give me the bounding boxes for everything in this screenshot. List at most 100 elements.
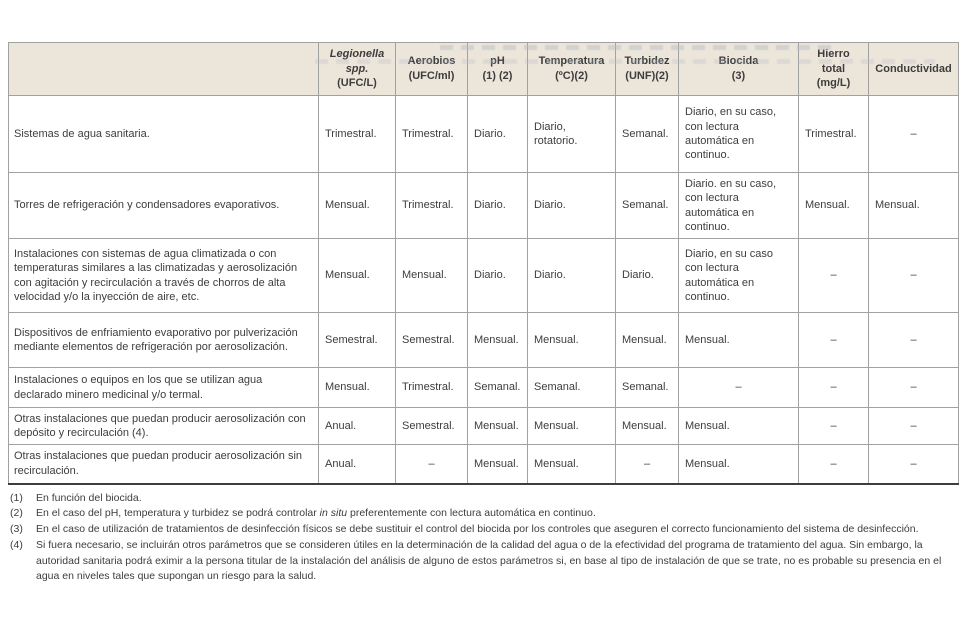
- column-header-line: (UFC/L): [337, 77, 377, 90]
- table-row: Instalaciones o equipos en los que se ut…: [8, 367, 959, 408]
- frequency-cell: –: [868, 407, 959, 445]
- sampling-frequency-table: Legionella spp. (UFC/L) Aerobios (UFC/ml) pH (…: [8, 42, 959, 485]
- frequency-cell: Semanal.: [527, 367, 616, 408]
- row-label-cell: Instalaciones o equipos en los que se ut…: [8, 367, 319, 408]
- footnotes-section: (1) En función del biocida. (2) En el caso …: [10, 491, 956, 586]
- frequency-cell: –: [798, 407, 869, 445]
- frequency-cell: Semanal.: [615, 95, 679, 173]
- column-header: Legionella spp. (UFC/L): [318, 42, 396, 96]
- frequency-cell: Mensual.: [318, 172, 396, 239]
- frequency-cell: Mensual.: [467, 407, 528, 445]
- frequency-cell: Mensual.: [527, 312, 616, 368]
- frequency-cell: –: [678, 367, 799, 408]
- frequency-cell: Semanal.: [467, 367, 528, 408]
- frequency-cell: Mensual.: [868, 172, 959, 239]
- row-label-cell: Dispositivos de enfriamiento evaporativo…: [8, 312, 319, 368]
- footnote-text-part: En el caso del pH, temperatura y turbide…: [36, 507, 320, 520]
- column-header-line: Temperatura: [538, 55, 605, 68]
- frequency-cell: Trimestral.: [395, 172, 468, 239]
- table-row: Otras instalaciones que puedan producir …: [8, 444, 959, 484]
- footnote-text: En el caso de utilización de tratamiento…: [36, 522, 956, 538]
- frequency-cell: –: [798, 444, 869, 484]
- column-header-line: pH: [490, 55, 505, 68]
- column-header-line: Hierro: [817, 47, 850, 60]
- frequency-cell: Mensual.: [318, 238, 396, 313]
- footnote-text-part: preferentemente con lectura automática e…: [347, 507, 596, 520]
- column-header-line: (3): [731, 70, 746, 82]
- footnote-marker: (3): [10, 523, 23, 535]
- frequency-cell: Semanal.: [615, 367, 679, 408]
- table-row: Dispositivos de enfriamiento evaporativo…: [8, 312, 959, 368]
- row-label-cell: Otras instalaciones que puedan producir …: [8, 407, 319, 445]
- footnote-text-part: in situ: [319, 507, 348, 520]
- frequency-cell: –: [798, 367, 869, 408]
- footnote-text: Si fuera necesario, se incluirán otros p…: [36, 538, 956, 585]
- cropped-text-remnant: [315, 59, 935, 64]
- footnote: (1) En función del biocida.: [10, 491, 956, 507]
- frequency-cell: Anual.: [318, 407, 396, 445]
- frequency-cell: Mensual.: [615, 407, 679, 445]
- footnote-text-part: En función del biocida.: [36, 491, 142, 504]
- column-header-line: Turbidez: [624, 55, 670, 68]
- footnote: (3) En el caso de utilización de tratamie…: [10, 522, 956, 538]
- frequency-cell: Diario.: [615, 238, 679, 313]
- column-header-line: (UNF)(2): [625, 70, 669, 82]
- footnote-text-part: Si fuera necesario, se incluirán otros p…: [36, 538, 942, 583]
- frequency-cell: Diario.: [527, 172, 616, 239]
- frequency-cell: Trimestral.: [318, 95, 396, 173]
- table-row: Instalaciones con sistemas de agua clima…: [8, 238, 959, 313]
- column-header: Conductividad: [868, 42, 959, 96]
- column-header-line: Biocida: [718, 55, 759, 68]
- row-label-column-header: [8, 42, 319, 96]
- footnote-marker: (4): [10, 538, 23, 551]
- frequency-cell: –: [868, 312, 959, 368]
- frequency-cell: –: [798, 238, 869, 313]
- table-body: Sistemas de agua sanitaria. Trimestral. Tr…: [8, 95, 959, 484]
- frequency-cell: Semanal.: [615, 172, 679, 239]
- column-header-line: (ºC)(2): [555, 70, 588, 82]
- column-header: Turbidez (UNF)(2): [615, 42, 679, 96]
- frequency-cell: Diario.: [467, 95, 528, 173]
- frequency-cell: Anual.: [318, 444, 396, 484]
- frequency-cell: Mensual.: [527, 444, 616, 484]
- column-header-line: (UFC/ml): [408, 70, 455, 82]
- column-header: Temperatura (ºC)(2): [527, 42, 616, 96]
- frequency-cell: Mensual.: [318, 367, 396, 408]
- footnote-text: En función del biocida.: [36, 491, 956, 507]
- column-header-line: Legionella: [329, 47, 385, 60]
- row-label-cell: Otras instalaciones que puedan producir …: [8, 444, 319, 484]
- row-label-cell: Torres de refrigeración y condensadores …: [8, 172, 319, 239]
- column-header-line: total: [821, 62, 846, 75]
- frequency-cell: Trimestral.: [395, 367, 468, 408]
- frequency-cell: Diario, en su caso con lectura automátic…: [678, 238, 799, 313]
- frequency-cell: Mensual.: [678, 312, 799, 368]
- table-header: Legionella spp. (UFC/L) Aerobios (UFC/ml) pH (…: [8, 42, 959, 96]
- frequency-cell: Mensual.: [615, 312, 679, 368]
- column-header: pH (1) (2): [467, 42, 528, 96]
- frequency-cell: Trimestral.: [395, 95, 468, 173]
- frequency-cell: Diario, en su caso, con lectura automáti…: [678, 95, 799, 173]
- frequency-cell: –: [868, 444, 959, 484]
- frequency-cell: Mensual.: [467, 312, 528, 368]
- column-header: Hierro total (mg/L): [798, 42, 869, 96]
- footnote-text-part: En el caso de utilización de tratamiento…: [36, 523, 919, 535]
- frequency-cell: –: [868, 95, 959, 173]
- frequency-cell: Diario.: [467, 172, 528, 239]
- frequency-cell: Trimestral.: [798, 95, 869, 173]
- frequency-cell: Mensual.: [678, 444, 799, 484]
- row-label-cell: Sistemas de agua sanitaria.: [8, 95, 319, 173]
- table-row: Sistemas de agua sanitaria. Trimestral. Tr…: [8, 95, 959, 173]
- table-row: Torres de refrigeración y condensadores …: [8, 172, 959, 239]
- frequency-cell: Semestral.: [395, 407, 468, 445]
- frequency-cell: Semestral.: [318, 312, 396, 368]
- footnote: (2) En el caso del pH, temperatura y turb…: [10, 506, 956, 522]
- frequency-cell: –: [868, 367, 959, 408]
- frequency-cell: –: [615, 444, 679, 484]
- footnote-marker: (1): [10, 491, 23, 504]
- frequency-cell: Diario. en su caso, con lectura automáti…: [678, 172, 799, 239]
- footnote-marker: (2): [10, 507, 23, 520]
- frequency-cell: Mensual.: [395, 238, 468, 313]
- footnote-text: En el caso del pH, temperatura y turbide…: [36, 506, 956, 522]
- row-label-cell: Instalaciones con sistemas de agua clima…: [8, 238, 319, 313]
- frequency-cell: Diario.: [467, 238, 528, 313]
